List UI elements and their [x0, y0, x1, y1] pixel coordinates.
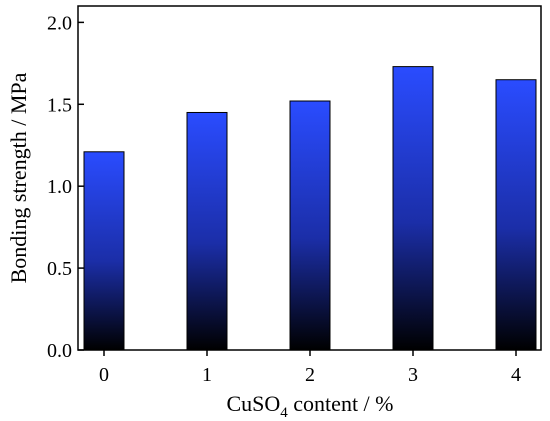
y-tick-label-2.0: 2.0	[47, 12, 72, 34]
x-tick-label-2: 2	[305, 364, 315, 386]
bar-3	[392, 66, 434, 351]
bar-1	[186, 111, 228, 351]
y-axis-ticks: 0.0 0.5 1.0 1.5 2.0	[47, 12, 84, 362]
x-tick-label-4: 4	[511, 364, 521, 386]
y-tick-label-1.5: 1.5	[47, 94, 72, 116]
y-tick-label-0.5: 0.5	[47, 258, 72, 280]
y-axis-label: Bonding strength / MPa	[6, 72, 31, 283]
x-axis-ticks: 0 1 2 3 4	[99, 350, 521, 386]
bar-4	[495, 79, 537, 351]
x-tick-label-1: 1	[202, 364, 212, 386]
y-tick-label-1.0: 1.0	[47, 176, 72, 198]
x-axis-label: CuSO4 content / %	[227, 391, 394, 421]
bar-2	[289, 100, 331, 351]
x-axis-label-suffix: content / %	[288, 391, 394, 416]
y-tick-label-0.0: 0.0	[47, 340, 72, 362]
x-axis-label-prefix: CuSO	[227, 391, 281, 416]
bars-group	[83, 66, 537, 351]
bar-0	[83, 151, 125, 351]
x-axis-label-subscript: 4	[280, 405, 288, 421]
x-tick-label-3: 3	[408, 364, 418, 386]
x-tick-label-0: 0	[99, 364, 109, 386]
